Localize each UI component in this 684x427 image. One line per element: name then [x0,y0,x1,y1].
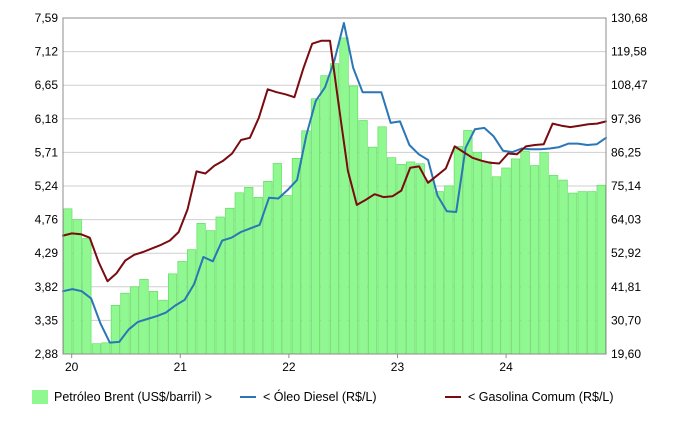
legend-label-brent: Petróleo Brent (US$/barril) > [54,390,213,404]
brent-bar [377,126,387,355]
brent-bar [167,273,178,355]
brent-bar [596,184,606,355]
right-tick-label: 41,81 [611,280,641,294]
legend-item-brent: Petróleo Brent (US$/barril) > [32,385,212,409]
legend-swatch-brent [32,390,48,404]
legend-label-diesel: < Óleo Diesel (R$/L) [263,390,377,404]
brent-bar [348,85,359,355]
brent-bar [558,179,568,355]
brent-bar [215,216,225,355]
brent-bar [549,174,559,355]
left-axis-ticks: 7,59 7,12 6,65 6,18 5,71 5,24 4,76 4,29 3,82 3,35… [35,11,59,361]
x-tick-label: 20 [65,360,79,374]
left-tick-label: 7,12 [35,45,59,59]
brent-bar [568,192,578,355]
x-tick-label: 22 [282,360,296,374]
brent-bar [587,191,597,355]
brent-bar [339,37,349,355]
left-tick-label: 6,65 [35,78,59,92]
brent-bar [368,146,378,355]
right-tick-label: 86,25 [611,145,641,159]
brent-bar [501,167,511,355]
brent-bar [120,292,130,355]
left-tick-label: 7,59 [35,11,59,25]
brent-bar [291,157,301,355]
left-tick-label: 6,18 [35,112,59,126]
x-tick-label: 24 [499,360,513,374]
brent-bar [539,152,549,355]
brent-bar [463,130,473,355]
x-axis-ticks: 20 21 22 23 24 [65,354,513,374]
brent-bar [177,261,187,355]
right-tick-label: 97,36 [611,112,641,126]
x-tick-label: 23 [391,360,405,374]
legend-swatch-diesel [240,396,256,398]
brent-bar [63,208,73,355]
plot-frame [62,17,607,355]
left-tick-label: 2,88 [35,347,59,361]
right-tick-label: 130,68 [611,11,648,25]
brent-bars [63,37,606,355]
brent-bar [387,157,397,355]
left-tick-label: 3,35 [35,313,59,327]
brent-bar [72,219,82,355]
brent-bar [272,163,282,355]
diesel-line [62,22,607,344]
brent-bar [320,75,330,355]
brent-bar [577,191,587,355]
legend-item-diesel: < Óleo Diesel (R$/L) [240,385,377,409]
right-axis-ticks: 130,68 119,58 108,47 97,36 86,25 75,14 64,03 52… [611,11,648,361]
brent-bar [482,161,492,355]
legend: Petróleo Brent (US$/barril) > < Óleo Die… [0,385,684,409]
price-lines [62,22,607,344]
brent-bar [234,192,244,355]
right-tick-label: 30,70 [611,313,641,327]
legend-label-gasolina: < Gasolina Comum (R$/L) [468,390,614,404]
brent-bar [148,291,159,355]
brent-bar [491,176,502,355]
x-tick-label: 21 [174,360,188,374]
brent-bar [510,158,521,355]
legend-item-gasolina: < Gasolina Comum (R$/L) [445,385,614,409]
brent-bar [139,278,149,355]
brent-bar [110,304,120,355]
brent-bar [101,342,111,355]
left-tick-label: 4,76 [35,213,59,227]
brent-bar [244,187,254,355]
brent-bar [196,223,206,355]
right-tick-label: 52,92 [611,246,641,260]
left-tick-label: 3,82 [35,280,59,294]
left-tick-label: 5,71 [35,145,59,159]
brent-bar [520,150,530,355]
brent-bar [425,180,435,355]
legend-swatch-gasolina [445,396,461,398]
right-tick-label: 64,03 [611,213,641,227]
brent-bar [225,207,235,355]
brent-bar [301,130,311,355]
brent-bar [187,249,197,355]
brent-bar [529,165,540,355]
left-tick-label: 5,24 [35,179,59,193]
brent-bar [358,120,368,355]
gasolina-line [62,39,607,283]
right-tick-label: 75,14 [611,179,641,193]
brent-bar [158,299,168,355]
brent-bar [415,163,425,355]
brent-bar [129,286,140,355]
right-tick-label: 119,58 [611,45,647,59]
brent-bar [91,343,101,355]
brent-bar [406,161,416,355]
brent-bar [472,151,482,355]
right-tick-label: 108,47 [611,78,648,92]
brent-bar [206,230,216,355]
brent-bar [434,191,444,355]
brent-bar [329,63,340,355]
left-tick-label: 4,29 [35,246,59,260]
brent-bar [310,98,321,355]
right-tick-label: 19,60 [611,347,641,361]
brent-bar [282,195,292,355]
